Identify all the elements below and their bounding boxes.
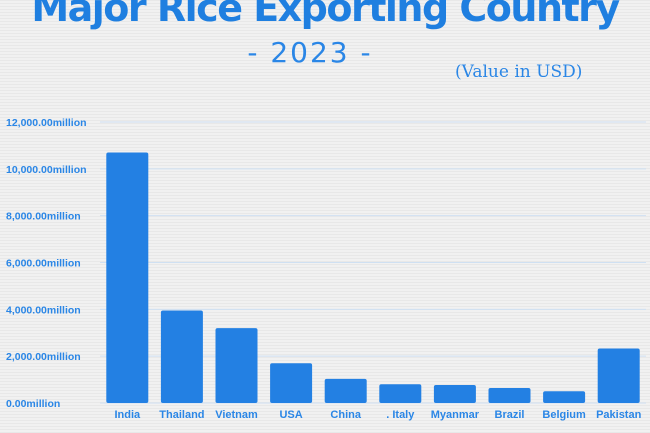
y-tick-label: 0.00million bbox=[6, 398, 60, 410]
x-tick-label: Pakistan bbox=[596, 409, 642, 421]
x-tick-label: Myanmar bbox=[431, 409, 480, 421]
y-axis-ticks: 0.00million 2,000.00million 4,000.00millio… bbox=[6, 117, 87, 410]
x-tick-label: India bbox=[114, 409, 141, 421]
x-tick-label: China bbox=[330, 409, 361, 421]
x-tick-label: Vietnam bbox=[215, 409, 258, 421]
x-axis-ticks: India Thailand Vietnam USA China . Italy Myanm… bbox=[114, 409, 641, 421]
x-tick-label: . Italy bbox=[386, 409, 415, 421]
bar-italy bbox=[379, 384, 422, 403]
chart-title: Major Rice Exporting Country bbox=[31, 0, 620, 30]
bar-brazil bbox=[488, 388, 531, 403]
x-tick-label: Belgium bbox=[542, 409, 586, 421]
bar-thailand bbox=[160, 310, 203, 403]
y-tick-label: 10,000.00million bbox=[6, 164, 87, 176]
bar-vietnam bbox=[215, 328, 258, 403]
bar-china bbox=[324, 378, 367, 403]
bar-belgium bbox=[543, 391, 586, 403]
x-tick-label: Thailand bbox=[159, 409, 204, 421]
bars bbox=[106, 152, 640, 403]
bar-myanmar bbox=[433, 384, 476, 403]
bar-pakistan bbox=[597, 348, 640, 403]
x-tick-label: USA bbox=[279, 409, 302, 421]
y-tick-label: 4,000.00million bbox=[6, 304, 81, 316]
unit-note: (Value in USD) bbox=[455, 62, 583, 82]
x-tick-label: Brazil bbox=[495, 409, 525, 421]
bar-india bbox=[106, 152, 149, 403]
chart-subtitle: - 2023 - bbox=[247, 36, 373, 69]
y-tick-label: 2,000.00million bbox=[6, 351, 81, 363]
y-tick-label: 6,000.00million bbox=[6, 258, 81, 270]
y-tick-label: 8,000.00million bbox=[6, 211, 81, 223]
bar-usa bbox=[270, 363, 313, 403]
y-tick-label: 12,000.00million bbox=[6, 117, 87, 129]
